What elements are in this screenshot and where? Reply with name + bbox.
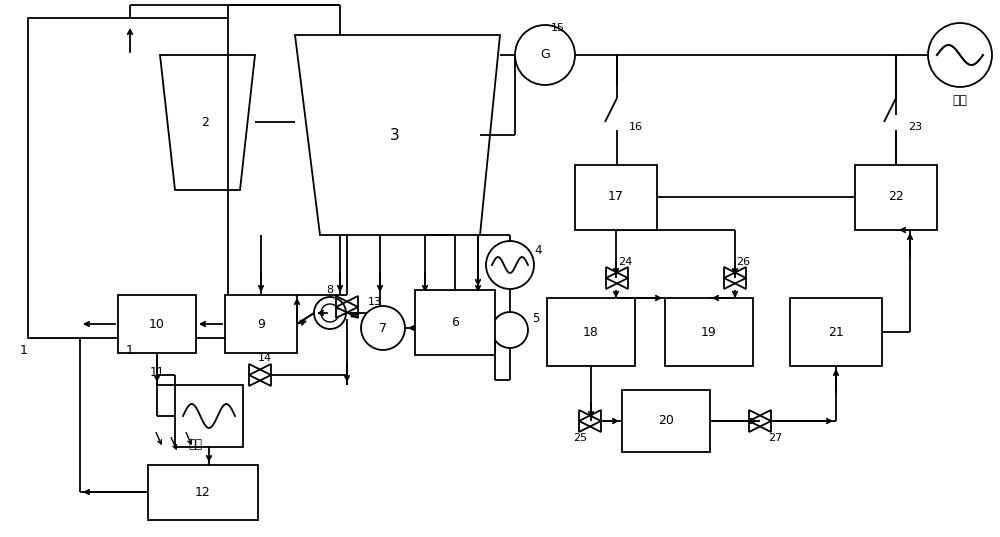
Text: 24: 24	[618, 257, 632, 267]
Text: 10: 10	[149, 317, 165, 330]
Bar	[790, 298, 882, 366]
Bar	[225, 295, 297, 353]
Text: 9: 9	[257, 317, 265, 330]
Circle shape	[314, 297, 346, 329]
Text: 15: 15	[551, 23, 565, 33]
Circle shape	[486, 241, 534, 289]
Bar	[148, 465, 258, 520]
Text: 17: 17	[608, 191, 624, 204]
Bar	[575, 165, 657, 230]
Text: 电网: 电网	[952, 93, 968, 106]
Text: 2: 2	[201, 115, 209, 128]
Bar	[175, 385, 243, 447]
Bar	[855, 165, 937, 230]
Text: 7: 7	[379, 322, 387, 335]
Text: 18: 18	[583, 325, 599, 338]
Text: 3: 3	[390, 127, 400, 142]
Text: 21: 21	[828, 325, 844, 338]
Circle shape	[515, 25, 575, 85]
Text: G: G	[540, 48, 550, 62]
Text: 12: 12	[195, 485, 211, 498]
Text: 25: 25	[573, 433, 587, 443]
Text: 16: 16	[629, 122, 643, 132]
Bar	[665, 298, 753, 366]
Text: 26: 26	[736, 257, 750, 267]
Text: 22: 22	[888, 191, 904, 204]
Text: 1: 1	[126, 344, 134, 357]
Text: 13: 13	[368, 297, 382, 307]
Text: 6: 6	[451, 316, 459, 329]
Circle shape	[361, 306, 405, 350]
Text: 1: 1	[20, 344, 28, 357]
Bar	[28, 18, 228, 338]
Bar	[622, 390, 710, 452]
Bar	[547, 298, 635, 366]
Text: 5: 5	[532, 311, 540, 324]
Text: 14: 14	[258, 353, 272, 363]
Text: 20: 20	[658, 415, 674, 427]
Text: 11: 11	[150, 366, 165, 379]
Circle shape	[928, 23, 992, 87]
Text: 阳光: 阳光	[188, 439, 202, 452]
Text: 27: 27	[768, 433, 782, 443]
Text: 4: 4	[534, 243, 542, 257]
Text: 8: 8	[326, 285, 334, 295]
Circle shape	[492, 312, 528, 348]
Bar	[118, 295, 196, 353]
Bar	[415, 290, 495, 355]
Text: 23: 23	[908, 122, 922, 132]
Text: 19: 19	[701, 325, 717, 338]
